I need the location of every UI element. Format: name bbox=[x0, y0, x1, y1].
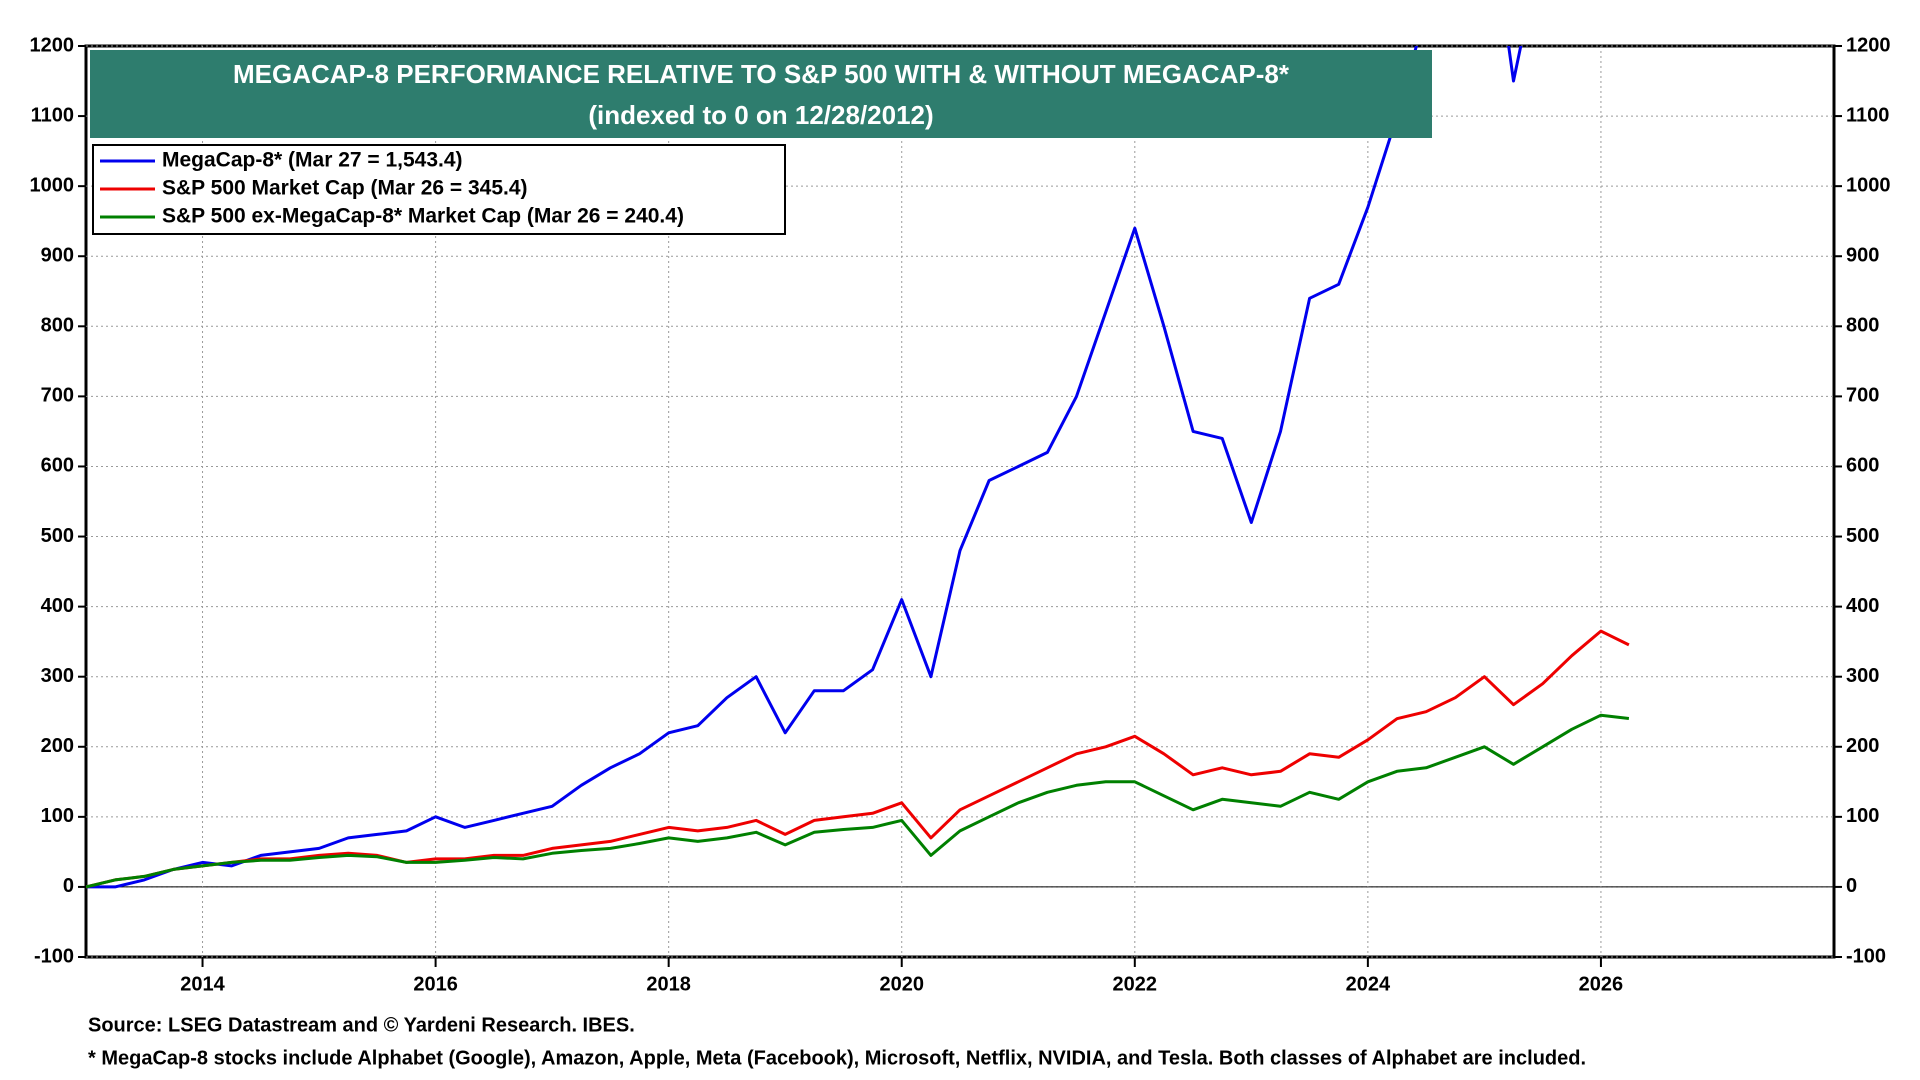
y2-tick-label: 1100 bbox=[1846, 104, 1889, 126]
y-tick-label: 600 bbox=[41, 455, 74, 477]
series-line bbox=[86, 629, 1630, 889]
x-tick-label: 2014 bbox=[180, 973, 225, 995]
grid bbox=[78, 45, 1842, 967]
legend bbox=[92, 144, 786, 235]
plot-frame bbox=[84, 44, 1836, 959]
x-tick-label: 2016 bbox=[413, 973, 458, 995]
y-tick-label: 900 bbox=[41, 245, 74, 267]
y-tick-label: 700 bbox=[41, 385, 74, 407]
y-tick-label: 0 bbox=[63, 875, 74, 897]
source: Source: LSEG Datastream and © Yardeni Re… bbox=[88, 1014, 635, 1036]
y2-tick-label: 0 bbox=[1846, 875, 1857, 897]
y-tick-label: 300 bbox=[41, 665, 74, 687]
footnote: * MegaCap-8 stocks include Alphabet (Goo… bbox=[88, 1047, 1586, 1069]
y2-tick-label: 400 bbox=[1846, 595, 1879, 617]
y-tick-label: 1000 bbox=[30, 174, 75, 196]
y-tick-label: 1200 bbox=[30, 34, 75, 56]
y2-tick-label: 500 bbox=[1846, 525, 1879, 547]
legend-label: S&P 500 ex-MegaCap-8* Market Cap (Mar 26… bbox=[162, 205, 684, 228]
x-tick-label: 2018 bbox=[646, 973, 691, 995]
lines bbox=[86, 46, 1630, 889]
x-tick-label: 2026 bbox=[1579, 973, 1624, 995]
y-tick-label: 200 bbox=[41, 735, 74, 757]
legend-label: MegaCap-8* (Mar 27 = 1,543.4) bbox=[162, 149, 463, 172]
y-tick-label: -100 bbox=[34, 945, 74, 967]
y2-tick-label: 200 bbox=[1846, 735, 1879, 757]
y-tick-label: 500 bbox=[41, 525, 74, 547]
y-tick-label: 400 bbox=[41, 595, 74, 617]
x-tick-label: 2022 bbox=[1113, 973, 1158, 995]
y-tick-label: 800 bbox=[41, 315, 74, 337]
y2-tick-label: 100 bbox=[1846, 805, 1879, 827]
chart-title: MEGACAP-8 PERFORMANCE RELATIVE TO S&P 50… bbox=[233, 59, 1290, 89]
x-tick-label: 2020 bbox=[879, 973, 924, 995]
y2-tick-label: 1200 bbox=[1846, 34, 1891, 56]
y2-tick-label: 300 bbox=[1846, 665, 1879, 687]
x-tick-label: 2024 bbox=[1346, 973, 1391, 995]
legend-label: S&P 500 Market Cap (Mar 26 = 345.4) bbox=[162, 177, 528, 200]
y2-tick-label: -100 bbox=[1846, 945, 1886, 967]
y2-tick-label: 700 bbox=[1846, 385, 1879, 407]
y-tick-label: 1100 bbox=[31, 104, 74, 126]
title-box bbox=[90, 50, 1432, 138]
legend-entries: MegaCap-8* (Mar 27 = 1,543.4) S&P 500 Mar… bbox=[100, 149, 684, 228]
y-tick-label: 100 bbox=[41, 805, 74, 827]
y2-tick-label: 900 bbox=[1846, 245, 1879, 267]
series-line bbox=[86, 713, 1630, 889]
series-line bbox=[86, 46, 1523, 889]
y2-tick-label: 800 bbox=[1846, 315, 1879, 337]
chart-subtitle: (indexed to 0 on 12/28/2012) bbox=[588, 100, 933, 130]
y2-tick-label: 1000 bbox=[1846, 174, 1891, 196]
y2-tick-label: 600 bbox=[1846, 455, 1879, 477]
